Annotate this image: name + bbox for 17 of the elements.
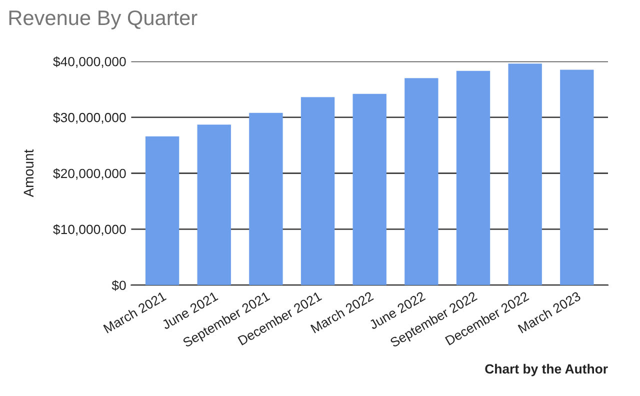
y-tick-label: $40,000,000 [53, 56, 126, 68]
bar [404, 78, 438, 286]
bar [560, 70, 594, 286]
y-axis-title: Amount [24, 149, 34, 198]
y-tick-label: $30,000,000 [53, 112, 126, 124]
chart-title: Revenue By Quarter [9, 10, 198, 30]
bar [508, 64, 542, 286]
bar [197, 124, 231, 286]
bar [300, 97, 335, 286]
y-tick-label: $10,000,000 [53, 224, 126, 236]
bar [352, 94, 386, 286]
bar [145, 136, 180, 286]
bar [249, 112, 283, 286]
bar [456, 70, 490, 286]
y-tick-label: $20,000,000 [53, 168, 126, 180]
text: Chart by the Author [485, 364, 608, 376]
y-tick-label: $0 [112, 280, 126, 291]
